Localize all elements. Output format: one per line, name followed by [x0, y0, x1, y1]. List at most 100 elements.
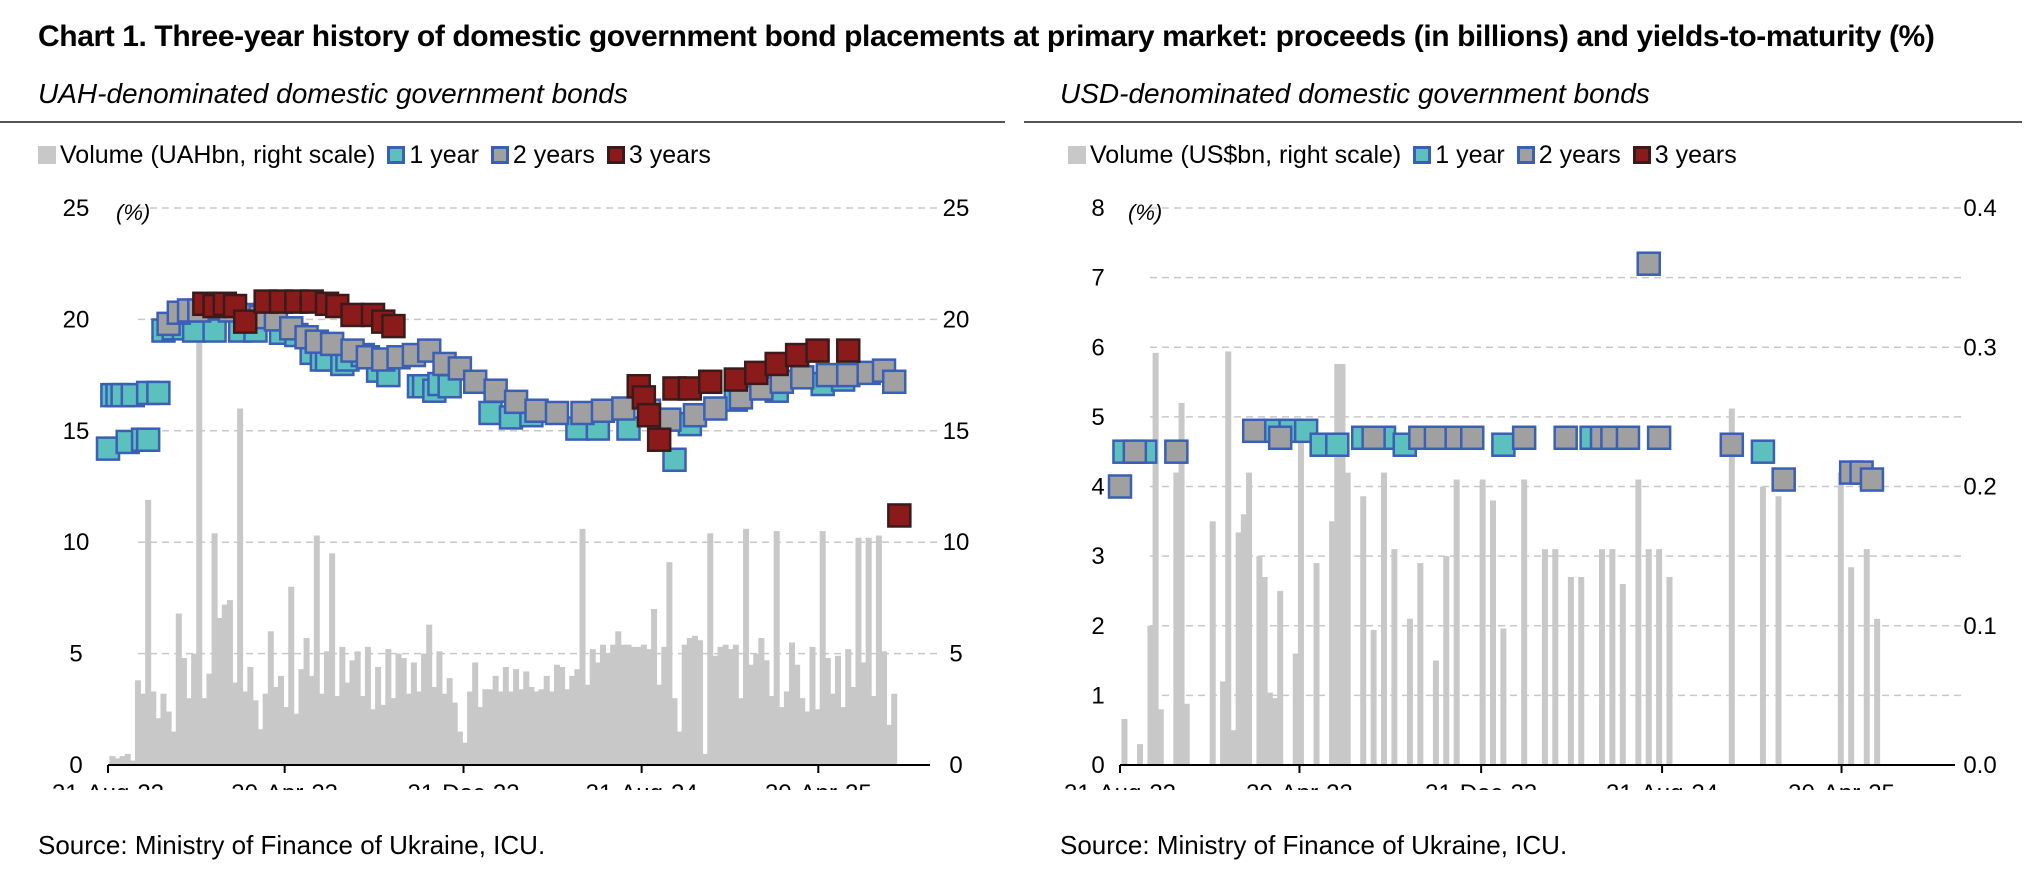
volume-bar — [1479, 479, 1486, 765]
volume-bar — [1209, 521, 1216, 765]
yield-marker-3-years — [232, 309, 258, 334]
volume-bar — [891, 693, 898, 765]
x-tick-label: 30-Apr-25 — [765, 780, 872, 790]
volume-bar — [421, 653, 428, 765]
volume-bar — [1277, 590, 1284, 765]
volume-bar — [1152, 352, 1159, 765]
volume-bar — [400, 658, 407, 765]
volume-bar — [426, 624, 433, 765]
yield-marker-1-year — [146, 380, 171, 406]
volume-bar — [375, 666, 382, 765]
volume-bar — [712, 655, 719, 765]
legend-3-years: 3 years — [1632, 141, 1737, 170]
right-y-tick-label: 0.2 — [1963, 474, 1996, 501]
yield-marker-2-years — [1646, 425, 1672, 451]
yield-marker-3-years — [677, 376, 703, 401]
yield-marker-1-year — [662, 447, 687, 473]
volume-bar — [819, 531, 826, 765]
right-y-tick-label: 5 — [949, 641, 962, 668]
volume-bar — [1500, 628, 1507, 765]
x-tick-label: 31-Dec-23 — [1425, 780, 1537, 790]
right-y-tick-label: 0.4 — [1963, 195, 1996, 222]
left-panel-rule — [0, 121, 1005, 123]
volume-bar — [1225, 351, 1232, 765]
volume-bar — [748, 664, 755, 765]
volume-bar — [589, 649, 596, 765]
volume-bar — [809, 646, 816, 765]
right-source: Source: Ministry of Finance of Ukraine, … — [1060, 830, 1568, 860]
three-year-swatch — [606, 146, 625, 164]
volume-bar — [1334, 363, 1341, 765]
volume-bar — [329, 553, 336, 765]
yield-marker-3-years — [381, 313, 406, 339]
volume-bar — [620, 644, 627, 765]
volume-bar — [1635, 479, 1642, 765]
volume-bar — [441, 693, 448, 765]
yield-marker-2-years — [503, 389, 529, 415]
volume-bar — [124, 753, 131, 765]
volume-bar — [155, 718, 162, 765]
yield-marker-2-years — [462, 369, 488, 395]
volume-bar — [783, 691, 790, 765]
volume-bar — [615, 631, 622, 765]
volume-bar — [1406, 618, 1413, 765]
volume-bar — [216, 617, 223, 765]
volume-bar — [676, 731, 683, 765]
left-legend: Volume (UAHbn, right scale) 1 year 2 yea… — [38, 138, 723, 172]
volume-bar — [1863, 549, 1870, 765]
yield-marker-3-years — [646, 427, 672, 452]
left-y-tick-label: 5 — [69, 641, 82, 668]
volume-bar — [226, 600, 233, 765]
volume-bar — [1261, 577, 1268, 765]
right-y-tick-label: 15 — [943, 418, 970, 445]
volume-bar — [1775, 496, 1782, 765]
volume-bar — [165, 711, 172, 765]
volume-swatch — [1068, 146, 1086, 164]
yield-marker-2-years — [1719, 432, 1745, 457]
left-y-tick-label: 1 — [1091, 682, 1104, 709]
volume-bar — [206, 673, 213, 765]
yield-marker-2-years — [1267, 425, 1293, 451]
volume-bar — [564, 689, 571, 765]
right-y-tick-label: 10 — [943, 529, 970, 556]
volume-bar — [247, 666, 254, 765]
volume-bar — [252, 700, 259, 765]
volume-bar — [804, 711, 811, 765]
volume-bar — [334, 695, 341, 765]
two-year-swatch — [490, 146, 509, 164]
volume-bar — [850, 687, 857, 765]
volume-bar — [605, 653, 612, 765]
left-y-tick-label: 6 — [1091, 334, 1104, 361]
volume-bar — [778, 707, 785, 765]
volume-bar — [267, 631, 274, 765]
x-tick-label: 30-Apr-23 — [1246, 780, 1353, 790]
volume-bar — [114, 758, 121, 765]
volume-bar — [119, 756, 126, 765]
volume-bar — [1656, 549, 1663, 765]
yield-marker-2-years — [703, 396, 728, 421]
volume-bar — [737, 698, 744, 765]
legend-1-year: 1 year — [387, 141, 479, 170]
volume-bar — [451, 702, 458, 765]
volume-bar — [794, 664, 801, 765]
volume-bar — [170, 731, 177, 765]
yield-marker-2-years — [815, 362, 841, 388]
volume-bar — [855, 537, 862, 765]
right-y-tick-label: 0.0 — [1963, 752, 1996, 779]
left-y-tick-label: 3 — [1091, 543, 1104, 570]
yield-marker-2-years — [590, 398, 616, 423]
volume-bar — [140, 693, 147, 765]
volume-bar — [691, 635, 698, 765]
legend-volume: Volume (UAHbn, right scale) — [38, 141, 375, 170]
volume-bar — [318, 693, 325, 765]
volume-bar — [651, 609, 658, 765]
volume-bar — [630, 646, 637, 765]
volume-bar — [835, 655, 842, 765]
volume-bar — [518, 689, 525, 765]
volume-bar — [497, 691, 504, 765]
volume-bar — [196, 323, 203, 765]
volume-bar — [109, 756, 116, 765]
left-y-tick-label: 20 — [63, 306, 90, 333]
left-panel-subtitle: UAH-denominated domestic government bond… — [38, 78, 628, 109]
right-y-tick-label: 0 — [949, 752, 962, 779]
